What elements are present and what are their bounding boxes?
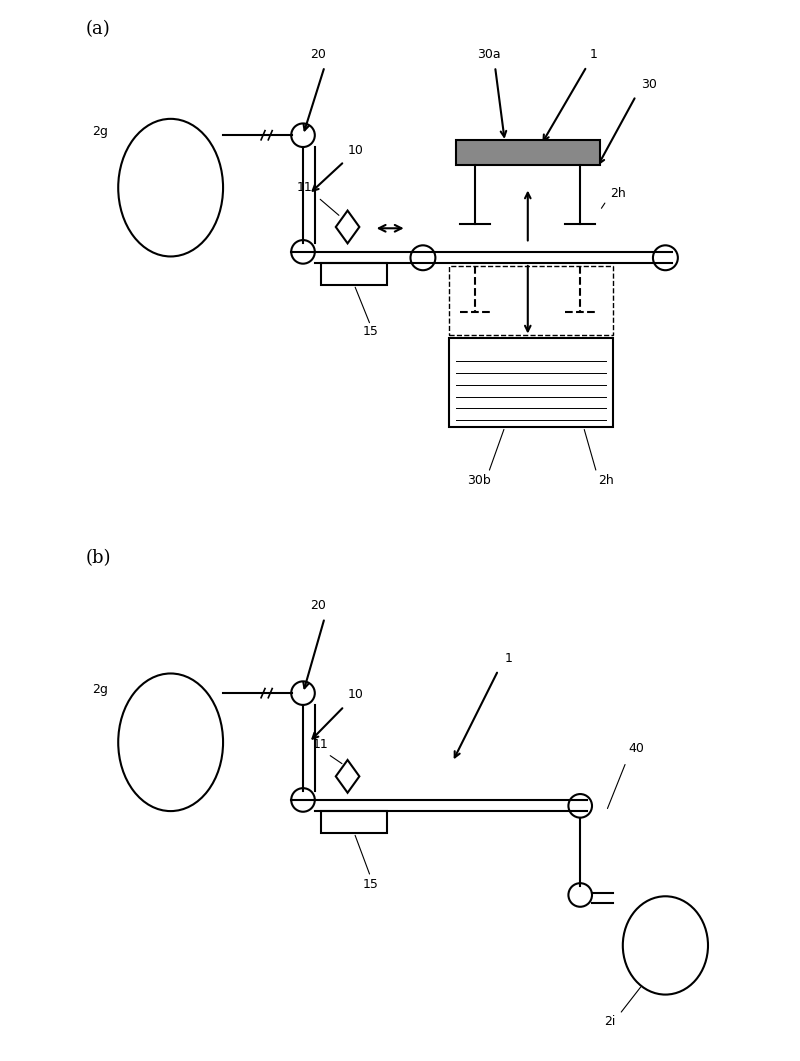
Bar (449, 266, 613, 335)
Text: 20: 20 (310, 48, 326, 60)
Text: 30a: 30a (477, 48, 500, 60)
Text: 2g: 2g (92, 125, 108, 138)
Text: 30: 30 (641, 79, 657, 91)
Text: 11: 11 (312, 737, 328, 750)
Text: 2i: 2i (604, 1015, 615, 1028)
Text: 40: 40 (628, 742, 644, 755)
Text: 10: 10 (347, 143, 363, 157)
Text: 15: 15 (362, 325, 378, 338)
Text: 1: 1 (590, 48, 598, 60)
Text: (b): (b) (86, 549, 111, 567)
Bar (322, 263, 387, 284)
Bar (449, 338, 613, 427)
Text: 2h: 2h (610, 188, 626, 201)
Text: 10: 10 (347, 689, 363, 701)
Text: 2h: 2h (598, 474, 614, 487)
Polygon shape (336, 210, 359, 243)
Bar (322, 811, 387, 833)
Text: (a): (a) (86, 20, 110, 38)
Text: 30b: 30b (466, 474, 490, 487)
Text: 2g: 2g (92, 683, 108, 696)
Polygon shape (336, 760, 359, 793)
Text: 1: 1 (504, 651, 512, 664)
Bar (456, 140, 600, 164)
Text: 15: 15 (362, 877, 378, 891)
Text: 11: 11 (297, 181, 313, 194)
Text: 20: 20 (310, 599, 326, 612)
